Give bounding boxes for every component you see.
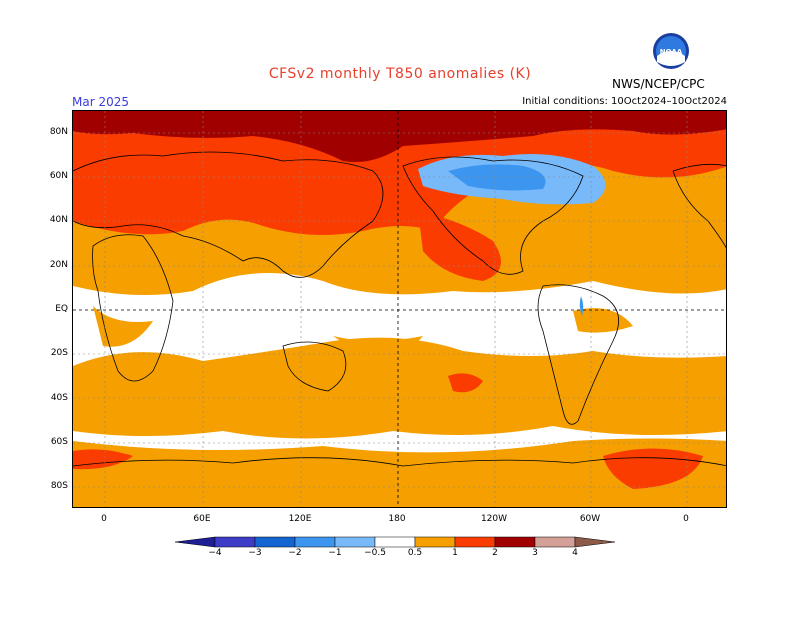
- equator-and-dateline: [73, 111, 726, 507]
- lat-label-80s: 80S: [50, 481, 68, 491]
- colorbar-label: −4: [208, 548, 222, 558]
- colorbar-label: 4: [572, 548, 578, 558]
- colorbar-label: 0.5: [407, 548, 423, 558]
- colorbar-swatch: [334, 536, 376, 548]
- lon-label-120w: 120W: [480, 514, 508, 524]
- lat-label-40n: 40N: [49, 215, 68, 225]
- colorbar-max-triangle: [574, 536, 616, 548]
- lat-label-80n: 80N: [49, 127, 68, 137]
- lon-label-0-east: 0: [683, 514, 689, 524]
- lat-label-20n: 20N: [49, 260, 68, 270]
- forecast-month: Mar 2025: [72, 95, 129, 109]
- agency-label: NWS/NCEP/CPC: [612, 77, 705, 91]
- noaa-logo: NOAA: [652, 32, 690, 70]
- colorbar-swatch: [374, 536, 416, 548]
- map-canvas: [73, 111, 726, 507]
- lat-label-40s: 40S: [50, 393, 68, 403]
- lon-label-60e: 60E: [193, 514, 211, 524]
- colorbar-swatch: [254, 536, 296, 548]
- colorbar-label: 3: [532, 548, 538, 558]
- lon-label-0: 0: [101, 514, 107, 524]
- colorbar-min-triangle: [175, 536, 216, 548]
- anomaly-map: [72, 110, 727, 508]
- logo-text: NOAA: [660, 48, 683, 56]
- colorbar-swatch: [294, 536, 336, 548]
- lon-label-60w: 60W: [579, 514, 601, 524]
- colorbar-swatch: [414, 536, 456, 548]
- lat-label-20s: 20S: [50, 348, 68, 358]
- lat-label-60s: 60S: [50, 437, 68, 447]
- initial-conditions: Initial conditions: 10Oct2024–10Oct2024: [522, 96, 727, 107]
- colorbar-swatch: [494, 536, 536, 548]
- lon-label-120e: 120E: [288, 514, 312, 524]
- graticule: [73, 111, 726, 507]
- colorbar-label: −3: [248, 548, 262, 558]
- colorbar-label: 1: [452, 548, 458, 558]
- colorbar-label: 2: [492, 548, 498, 558]
- lat-label-60n: 60N: [49, 171, 68, 181]
- colorbar-label: −0.5: [364, 548, 386, 558]
- anomaly-2-3: [73, 111, 726, 162]
- map-title: CFSv2 monthly T850 anomalies (K): [268, 66, 532, 82]
- anomaly-1-2: [73, 111, 726, 489]
- colorbar-label: −1: [328, 548, 342, 558]
- colorbar: [175, 536, 616, 548]
- colorbar-swatch: [214, 536, 256, 548]
- colorbar-swatch: [454, 536, 496, 548]
- lon-label-180: 180: [388, 514, 406, 524]
- lat-label-eq: EQ: [55, 304, 68, 314]
- colorbar-swatch: [534, 536, 576, 548]
- colorbar-label: −2: [288, 548, 302, 558]
